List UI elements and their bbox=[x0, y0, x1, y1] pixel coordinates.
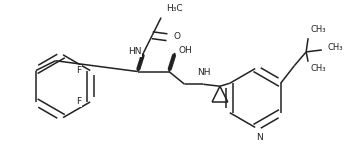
Text: CH₃: CH₃ bbox=[328, 44, 343, 52]
Text: F: F bbox=[76, 97, 81, 106]
Text: F: F bbox=[76, 66, 81, 75]
Text: OH: OH bbox=[179, 46, 192, 55]
Text: H₃C: H₃C bbox=[166, 4, 183, 13]
Text: HN: HN bbox=[128, 47, 142, 56]
Text: NH: NH bbox=[197, 68, 211, 77]
Text: N: N bbox=[256, 133, 262, 142]
Text: CH₃: CH₃ bbox=[310, 25, 326, 34]
Text: O: O bbox=[174, 32, 181, 41]
Text: CH₃: CH₃ bbox=[310, 64, 326, 73]
